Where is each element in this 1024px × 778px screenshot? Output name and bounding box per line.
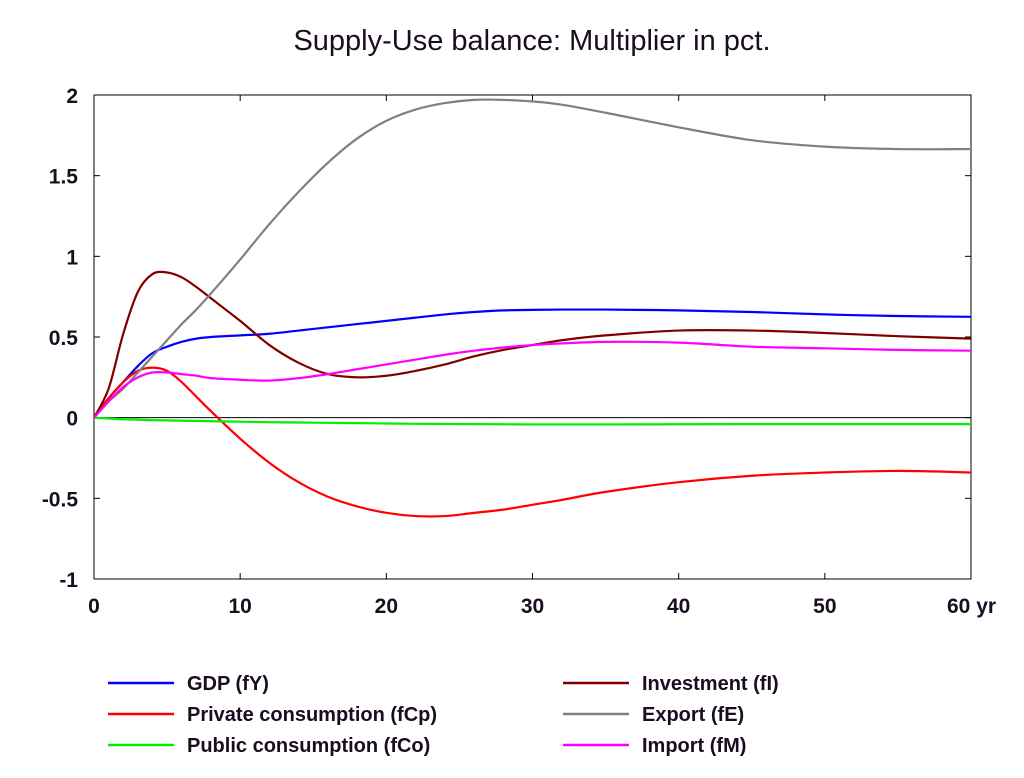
legend-item-investment-fi: Investment (fI) [563,673,779,695]
y-tick-label: 0 [66,408,78,431]
y-tick-label: -0.5 [42,488,79,511]
legend: GDP (fY) Private consumption (fCp) Public … [108,673,779,757]
series-line-import-fm [93,340,972,419]
y-tick-label: 0.5 [49,327,79,350]
chart-title: Supply-Use balance: Multiplier in pct. [293,25,770,57]
y-tick-label: -1 [59,569,78,592]
legend-label: Export (fE) [642,704,744,726]
legend-label: Private consumption (fCp) [187,704,437,726]
y-tick-label: 1.5 [49,166,79,189]
legend-item-gdp-fy: GDP (fY) [108,673,269,695]
legend-label: Public consumption (fCo) [187,735,430,757]
legend-label: Import (fM) [642,735,746,757]
y-tick-label: 2 [66,85,78,108]
axis-ticks: 2 1.5 1 0.5 0 -0.5 -1 0 10 20 30 40 50 60 yr [42,85,996,618]
x-tick-label: 10 [228,595,251,618]
series-line-gdp-fy [93,308,972,419]
legend-item-private-consumption-fcp: Private consumption (fCp) [108,704,437,726]
series-line-investment-fi [93,270,972,419]
legend-item-import-fm: Import (fM) [563,735,746,757]
x-tick-label: 60 yr [947,595,996,618]
legend-label: GDP (fY) [187,673,269,695]
x-tick-label: 30 [521,595,544,618]
x-tick-label: 50 [813,595,836,618]
series-line-public-consumption-fco [93,416,971,426]
y-tick-label: 1 [66,246,78,269]
legend-item-export-fe: Export (fE) [563,704,744,726]
x-tick-label: 40 [667,595,690,618]
legend-label: Investment (fI) [642,673,779,695]
legend-item-public-consumption-fco: Public consumption (fCo) [108,735,430,757]
x-tick-label: 20 [375,595,398,618]
series-lines [93,98,972,518]
series-line-export-fe [93,98,972,419]
series-line-private-consumption-fcp [93,366,972,518]
x-tick-label: 0 [88,595,100,618]
